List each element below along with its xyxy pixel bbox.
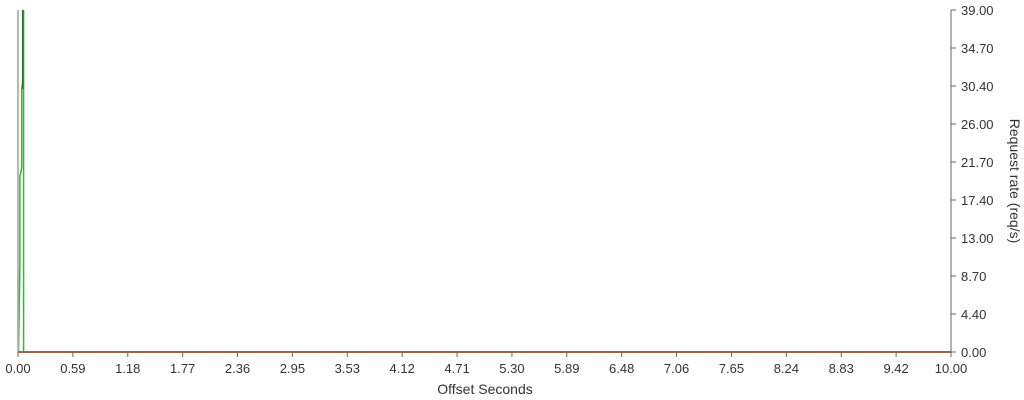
x-tick-label: 0.59 xyxy=(60,361,85,376)
x-tick-label: 2.95 xyxy=(280,361,305,376)
x-tick-label: 9.42 xyxy=(883,361,908,376)
y-tick-label: 4.40 xyxy=(961,307,986,322)
x-tick-label: 3.53 xyxy=(335,361,360,376)
x-tick-label: 0.00 xyxy=(5,361,30,376)
y-tick-label: 34.70 xyxy=(961,41,994,56)
x-tick-label: 5.30 xyxy=(499,361,524,376)
x-tick-label: 4.12 xyxy=(390,361,415,376)
y-axis-title: Request rate (req/s) xyxy=(1007,119,1023,244)
x-axis-title: Offset Seconds xyxy=(437,381,532,397)
x-tick-label: 1.18 xyxy=(115,361,140,376)
x-tick-label: 6.48 xyxy=(609,361,634,376)
x-tick-label: 1.77 xyxy=(170,361,195,376)
y-tick-label: 13.00 xyxy=(961,231,994,246)
x-tick-label: 7.06 xyxy=(664,361,689,376)
x-tick-label: 4.71 xyxy=(444,361,469,376)
y-tick-label: 8.70 xyxy=(961,269,986,284)
plot-lines xyxy=(17,9,951,353)
y-tick-label: 30.40 xyxy=(961,79,994,94)
y-tick-label: 26.00 xyxy=(961,117,994,132)
x-tick-label: 8.24 xyxy=(774,361,799,376)
y-tick-label: 21.70 xyxy=(961,155,994,170)
x-tick-label: 7.65 xyxy=(719,361,744,376)
x-tick-label: 2.36 xyxy=(225,361,250,376)
x-tick-label: 5.89 xyxy=(554,361,579,376)
y-tick-label: 17.40 xyxy=(961,193,994,208)
x-tick-label: 10.00 xyxy=(935,361,968,376)
y-ticks: 0.00 4.40 8.70 13.00 17.40 21.70 26.00 30.40 34.… xyxy=(951,3,994,360)
y-tick-label: 0.00 xyxy=(961,345,986,360)
x-ticks: 0.00 0.59 1.18 1.77 2.36 2.95 3.53 4.12 4.71 5.30… xyxy=(5,352,967,376)
x-tick-label: 8.83 xyxy=(829,361,854,376)
y-tick-label: 39.00 xyxy=(961,3,994,18)
